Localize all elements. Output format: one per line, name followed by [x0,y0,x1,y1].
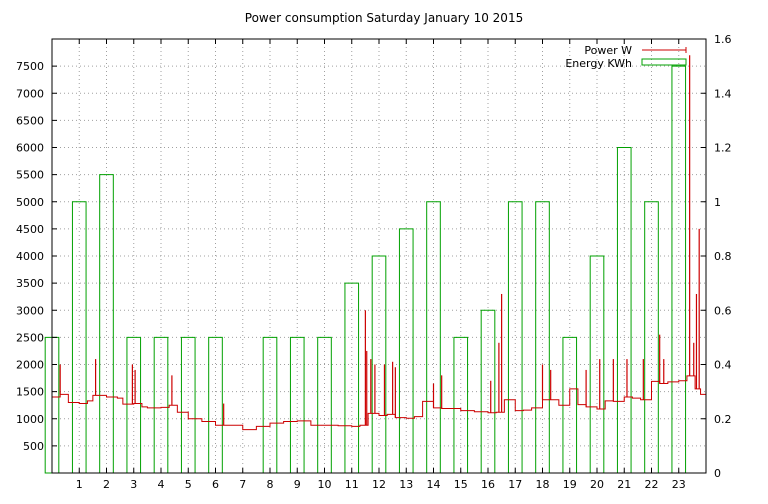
energy-bar [371,255,387,474]
energy-bar [289,336,305,474]
x-tick-label: 23 [672,478,686,491]
y-left-tick-label: 5500 [16,169,44,182]
x-tick-label: 3 [130,478,137,491]
x-tick-label: 7 [239,478,246,491]
energy-bar [153,336,169,474]
power-line [52,55,707,431]
y-left-tick-label: 6500 [16,114,44,127]
x-tick-label: 12 [372,478,386,491]
y-right-tick-label: 0.4 [714,359,732,372]
y-right-tick-label: 0.2 [714,413,732,426]
energy-bar [208,336,223,474]
x-tick-label: 13 [399,478,413,491]
y-right-tick-label: 0.6 [714,304,732,317]
y-left-tick-label: 1000 [16,413,44,426]
energy-bar [453,336,469,474]
x-tick-label: 11 [345,478,359,491]
energy-bar [180,336,196,474]
x-tick-label: 9 [294,478,301,491]
x-tick-label: 20 [590,478,604,491]
x-tick-label: 10 [318,478,332,491]
energy-bar [535,201,550,474]
x-tick-label: 21 [617,478,631,491]
y-right-tick-label: 0 [714,467,721,480]
x-tick-label: 16 [481,478,495,491]
y-right-tick-label: 1.4 [714,87,732,100]
energy-bar [317,336,332,474]
chart-title: Power consumption Saturday January 10 20… [244,11,524,25]
x-tick-label: 6 [212,478,219,491]
x-tick-label: 18 [536,478,550,491]
x-tick-label: 1 [76,478,83,491]
x-tick-label: 19 [563,478,577,491]
energy-bar [398,228,414,474]
power-step-line [52,293,707,431]
y-left-tick-label: 7500 [16,60,44,73]
y-left-tick-label: 2500 [16,331,44,344]
tick-layer: 1 2 3 4 5 6 7 8 9 10 11 12 13 14 15 16 17 18 19 20 21 22 23500… [16,33,732,491]
grid-layer [52,39,706,473]
y-left-tick-label: 4000 [16,250,44,263]
x-tick-label: 8 [267,478,274,491]
y-right-tick-label: 1.2 [714,142,732,155]
legend-label-energy: Energy KWh [565,57,632,70]
y-left-tick-label: 7000 [16,87,44,100]
energy-bar [262,336,278,474]
y-left-tick-label: 3000 [16,304,44,317]
y-right-tick-label: 0.8 [714,250,732,263]
energy-bar [126,336,142,474]
y-left-tick-label: 5000 [16,196,44,209]
y-right-tick-label: 1 [714,196,721,209]
y-left-tick-label: 2000 [16,359,44,372]
x-tick-label: 2 [103,478,110,491]
x-tick-label: 22 [645,478,659,491]
y-left-tick-label: 500 [23,440,44,453]
legend-swatch-energy [641,58,687,66]
x-tick-label: 4 [158,478,165,491]
y-left-tick-label: 4500 [16,223,44,236]
y-left-tick-label: 6000 [16,142,44,155]
y-right-tick-label: 1.6 [714,33,732,46]
y-left-tick-label: 3500 [16,277,44,290]
x-tick-label: 15 [454,478,468,491]
x-tick-label: 5 [185,478,192,491]
x-tick-label: 17 [508,478,522,491]
y-left-tick-label: 1500 [16,386,44,399]
legend-label-power: Power W [584,44,632,57]
x-tick-label: 14 [427,478,441,491]
